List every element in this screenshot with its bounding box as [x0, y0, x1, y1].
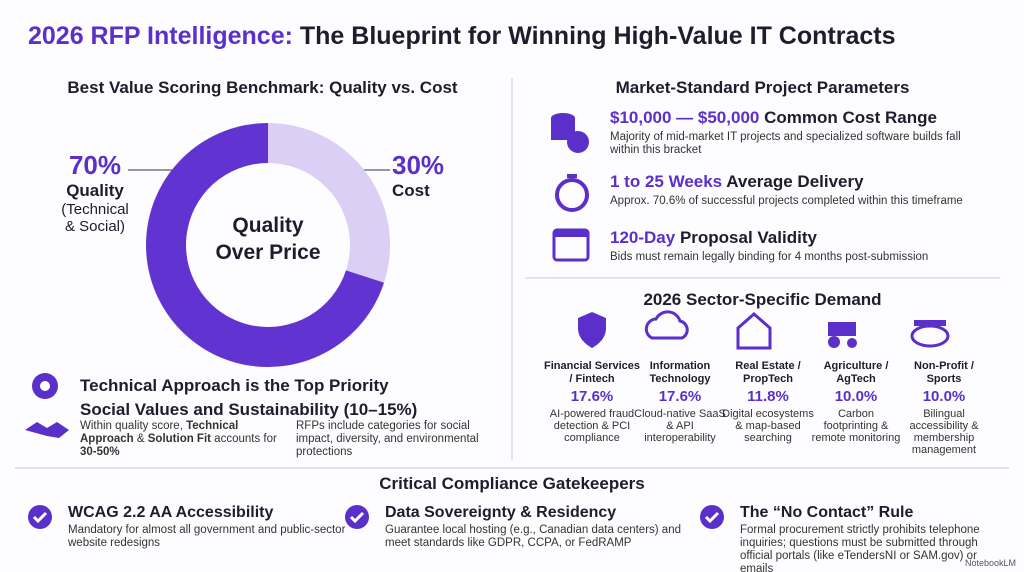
t: accounts for — [210, 433, 277, 445]
shield-icon — [578, 312, 606, 348]
donut-segment — [268, 123, 390, 283]
sector-desc: Cloud-native SaaS & API interoperability — [634, 408, 726, 444]
headline: Technical Approach is the Top Priority — [80, 376, 389, 395]
compliance-desc: Mandatory for almost all government and … — [68, 524, 346, 549]
compliance-desc: Formal procurement strictly prohibits te… — [740, 524, 980, 572]
segment-name: Cost — [392, 181, 430, 200]
param-text: Average Delivery — [722, 172, 864, 191]
sector-desc: AI-powered fraud detection & PCI complia… — [549, 408, 635, 444]
stadium-icon — [910, 324, 950, 348]
segment-name: Quality — [66, 181, 124, 200]
center-line: Over Price — [215, 241, 321, 264]
note: Within quality score, Technical Approach… — [80, 420, 285, 459]
sector-name: Information Technology — [649, 360, 711, 385]
sector-name: Non-Profit / Sports — [914, 360, 974, 385]
sector-desc: Carbon footprinting & remote monitoring — [811, 408, 901, 444]
param-text: 1 to 25 Weeks — [610, 172, 723, 191]
sector-pct: 17.6% — [570, 388, 614, 405]
donut — [145, 123, 390, 367]
t: & — [136, 433, 148, 445]
t: Within quality score, — [80, 420, 187, 432]
tractor-icon — [828, 322, 856, 336]
param-text: Common Cost Range — [759, 108, 937, 127]
title-rest: The Blueprint for Winning High-Value IT … — [299, 22, 896, 50]
sector-name: Real Estate / PropTech — [735, 360, 801, 385]
param-title: 120-Day Proposal Validity — [610, 228, 817, 248]
section-heading: Critical Compliance Gatekeepers — [379, 474, 645, 493]
title: 2026 RFP Intelligence: The Blueprint for… — [28, 22, 895, 51]
t: Technical Approach — [80, 420, 239, 445]
param-text: 120-Day — [610, 228, 676, 247]
cloud-icon — [644, 310, 689, 340]
timer-icon — [555, 178, 589, 212]
t: 30-50% — [80, 446, 120, 458]
param-desc: Majority of mid-market IT projects and s… — [610, 131, 961, 156]
priority: Technical Approach is the Top Priority So… — [80, 374, 417, 422]
compliance-title: WCAG 2.2 AA Accessibility — [68, 504, 274, 521]
cost-label: 30% Cost — [392, 150, 444, 201]
house-icon — [736, 312, 772, 350]
section-heading: Market-Standard Project Parameters — [615, 78, 910, 97]
pct: 70% — [68, 150, 122, 180]
segment-note: (Technical — [61, 201, 129, 218]
title-accent: 2026 RFP Intelligence: — [28, 22, 293, 50]
donut-center: Quality Over Price — [188, 212, 348, 266]
handshake-icon — [25, 422, 69, 438]
sector-desc: Digital ecosystems & map-based searching — [722, 408, 814, 444]
segment-note: & Social) — [64, 218, 126, 235]
headline: Social Values and Sustainability (10–15%… — [80, 400, 418, 419]
section-heading: Best Value Scoring Benchmark: Quality vs… — [67, 78, 458, 97]
quality-label: 70% Quality (Technical & Social) — [40, 150, 150, 235]
compliance-title: Data Sovereignty & Residency — [385, 504, 617, 521]
sector-name: Agriculture / AgTech — [823, 360, 889, 385]
param-title: $10,000 — $50,000 Common Cost Range — [610, 108, 937, 128]
watermark: NotebookLM — [964, 558, 1016, 568]
param-text: $10,000 — $50,000 — [610, 108, 760, 127]
sector-pct: 11.8% — [747, 388, 789, 405]
param-text: Proposal Validity — [675, 228, 817, 247]
sector-pct: 10.0% — [834, 388, 878, 405]
center-line: Quality — [232, 214, 304, 237]
section-heading: 2026 Sector-Specific Demand — [643, 290, 882, 309]
t: Solution Fit — [147, 433, 211, 445]
note: RFPs include categories for social impac… — [296, 420, 479, 458]
donut-segment — [145, 123, 385, 367]
compliance-desc: Guarantee local hosting (e.g., Canadian … — [385, 524, 681, 549]
param-desc: Bids must remain legally binding for 4 m… — [610, 251, 929, 263]
sector-desc: Bilingual accessibility & membership man… — [909, 408, 979, 456]
sector-name: Financial Services / Fintech — [544, 360, 640, 385]
pct: 30% — [392, 150, 445, 180]
sector-pct: 17.6% — [658, 388, 702, 405]
sector-pct: 10.0% — [922, 388, 966, 405]
param-desc: Approx. 70.6% of successful projects com… — [610, 195, 963, 207]
compliance-title: The “No Contact” Rule — [740, 504, 914, 521]
param-title: 1 to 25 Weeks Average Delivery — [610, 172, 864, 192]
